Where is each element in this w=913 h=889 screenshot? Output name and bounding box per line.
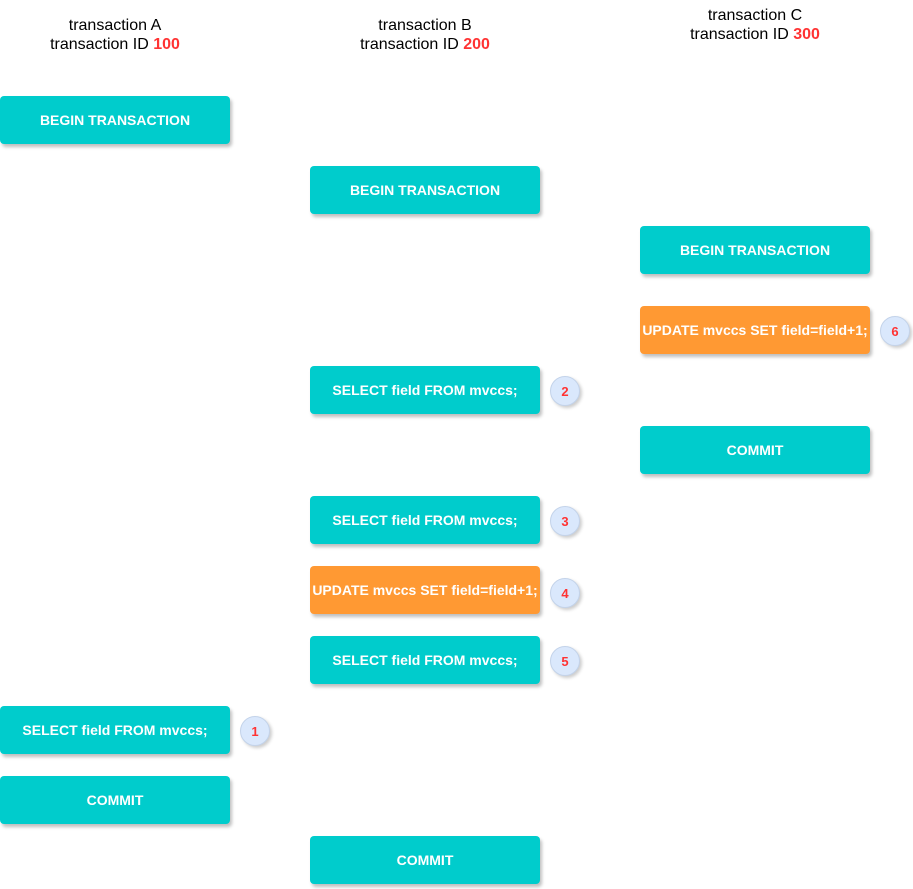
step-badge-2: 2 — [550, 376, 580, 406]
transaction-b-select-step-2: SELECT field FROM mvccs; — [310, 366, 540, 414]
step-badge-5: 5 — [550, 646, 580, 676]
step-badge-6: 6 — [880, 316, 910, 346]
transaction-b-commit-step: COMMIT — [310, 836, 540, 884]
transaction-c-begin-step: BEGIN TRANSACTION — [640, 226, 870, 274]
transaction-a-name: transaction A — [68, 17, 162, 34]
transaction-a-id-label: transaction ID — [50, 36, 149, 53]
step-badge-1: 1 — [240, 716, 270, 746]
transaction-b-id-value: 200 — [463, 36, 490, 53]
transaction-a-begin-step: BEGIN TRANSACTION — [0, 96, 230, 144]
transaction-b-id-label: transaction ID — [360, 36, 459, 53]
transaction-b-begin-step: BEGIN TRANSACTION — [310, 166, 540, 214]
transaction-b-id-line: transaction ID 200 — [310, 35, 540, 54]
transaction-a-id-line: transaction ID 100 — [0, 35, 230, 54]
transaction-a-header: transaction A transaction ID 100 — [0, 16, 230, 54]
transaction-b-header: transaction B transaction ID 200 — [310, 16, 540, 54]
step-badge-3: 3 — [550, 506, 580, 536]
transaction-c-id-label: transaction ID — [690, 26, 789, 43]
transaction-c-commit-step: COMMIT — [640, 426, 870, 474]
transaction-a-commit-step: COMMIT — [0, 776, 230, 824]
transaction-b-select-step-3: SELECT field FROM mvccs; — [310, 496, 540, 544]
transaction-c-header: transaction C transaction ID 300 — [640, 6, 870, 44]
step-badge-4: 4 — [550, 578, 580, 608]
transaction-b-name: transaction B — [378, 17, 472, 34]
transaction-c-id-line: transaction ID 300 — [640, 25, 870, 44]
transaction-c-update-step: UPDATE mvccs SET field=field+1; — [640, 306, 870, 354]
transaction-c-name: transaction C — [707, 7, 803, 24]
transaction-b-update-step-4: UPDATE mvccs SET field=field+1; — [310, 566, 540, 614]
transaction-c-id-value: 300 — [793, 26, 820, 43]
transaction-a-id-value: 100 — [153, 36, 180, 53]
transaction-a-select-step-1: SELECT field FROM mvccs; — [0, 706, 230, 754]
transaction-b-select-step-5: SELECT field FROM mvccs; — [310, 636, 540, 684]
